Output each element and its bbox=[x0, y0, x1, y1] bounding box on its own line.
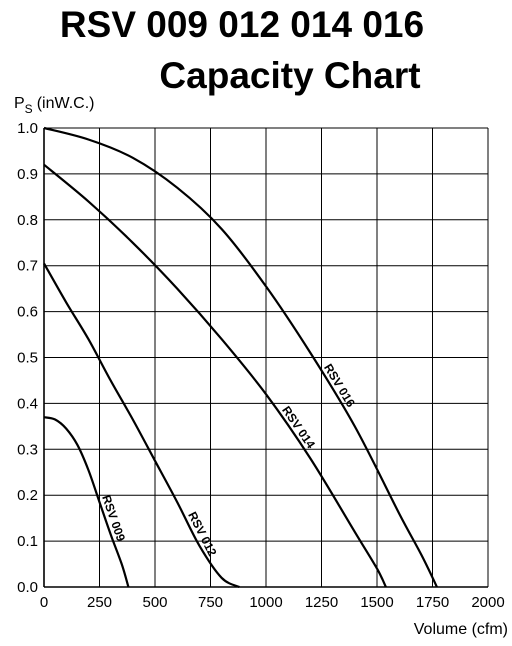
y-tick-label: 0.0 bbox=[17, 579, 38, 596]
curves bbox=[43, 126, 438, 589]
grid bbox=[43, 127, 489, 588]
x-tick-label: 1500 bbox=[360, 594, 393, 611]
x-tick-label: 1250 bbox=[305, 594, 338, 611]
series-line bbox=[43, 416, 130, 588]
y-tick-label: 0.9 bbox=[17, 166, 38, 183]
y-tick-label: 0.2 bbox=[17, 487, 38, 504]
tick-labels: 0 250 500 750 1000 1250 1500 1750 2000 0.0 0.1 0.2 0… bbox=[17, 120, 505, 611]
y-tick-label: 0.8 bbox=[17, 212, 38, 229]
x-tick-label: 750 bbox=[198, 594, 223, 611]
series-line bbox=[43, 262, 240, 589]
y-tick-label: 0.1 bbox=[17, 533, 38, 550]
y-tick-label: 0.6 bbox=[17, 304, 38, 321]
x-tick-label: 1000 bbox=[249, 594, 282, 611]
y-axis-label: PS (inW.C.) bbox=[14, 95, 94, 116]
x-tick-label: 0 bbox=[40, 594, 48, 611]
x-tick-label: 2000 bbox=[471, 594, 504, 611]
y-tick-label: 0.5 bbox=[17, 350, 38, 367]
y-tick-label: 0.7 bbox=[17, 258, 38, 275]
series-label: RSV 016 bbox=[321, 361, 358, 410]
chart-title-line1: RSV 009 012 014 016 bbox=[59, 4, 425, 45]
y-tick-label: 1.0 bbox=[17, 120, 38, 137]
y-tick-label: 0.4 bbox=[17, 395, 38, 412]
x-tick-label: 1750 bbox=[416, 594, 449, 611]
series-label: RSV 014 bbox=[279, 404, 318, 452]
x-tick-label: 500 bbox=[142, 594, 167, 611]
series-line bbox=[43, 163, 387, 588]
series-label: RSV 009 bbox=[99, 493, 128, 543]
x-axis-label: Volume (cfm) bbox=[414, 621, 508, 638]
y-tick-label: 0.3 bbox=[17, 441, 38, 458]
x-tick-label: 250 bbox=[87, 594, 112, 611]
chart-title-line2: Capacity Chart bbox=[159, 55, 421, 96]
series-line bbox=[43, 126, 438, 588]
